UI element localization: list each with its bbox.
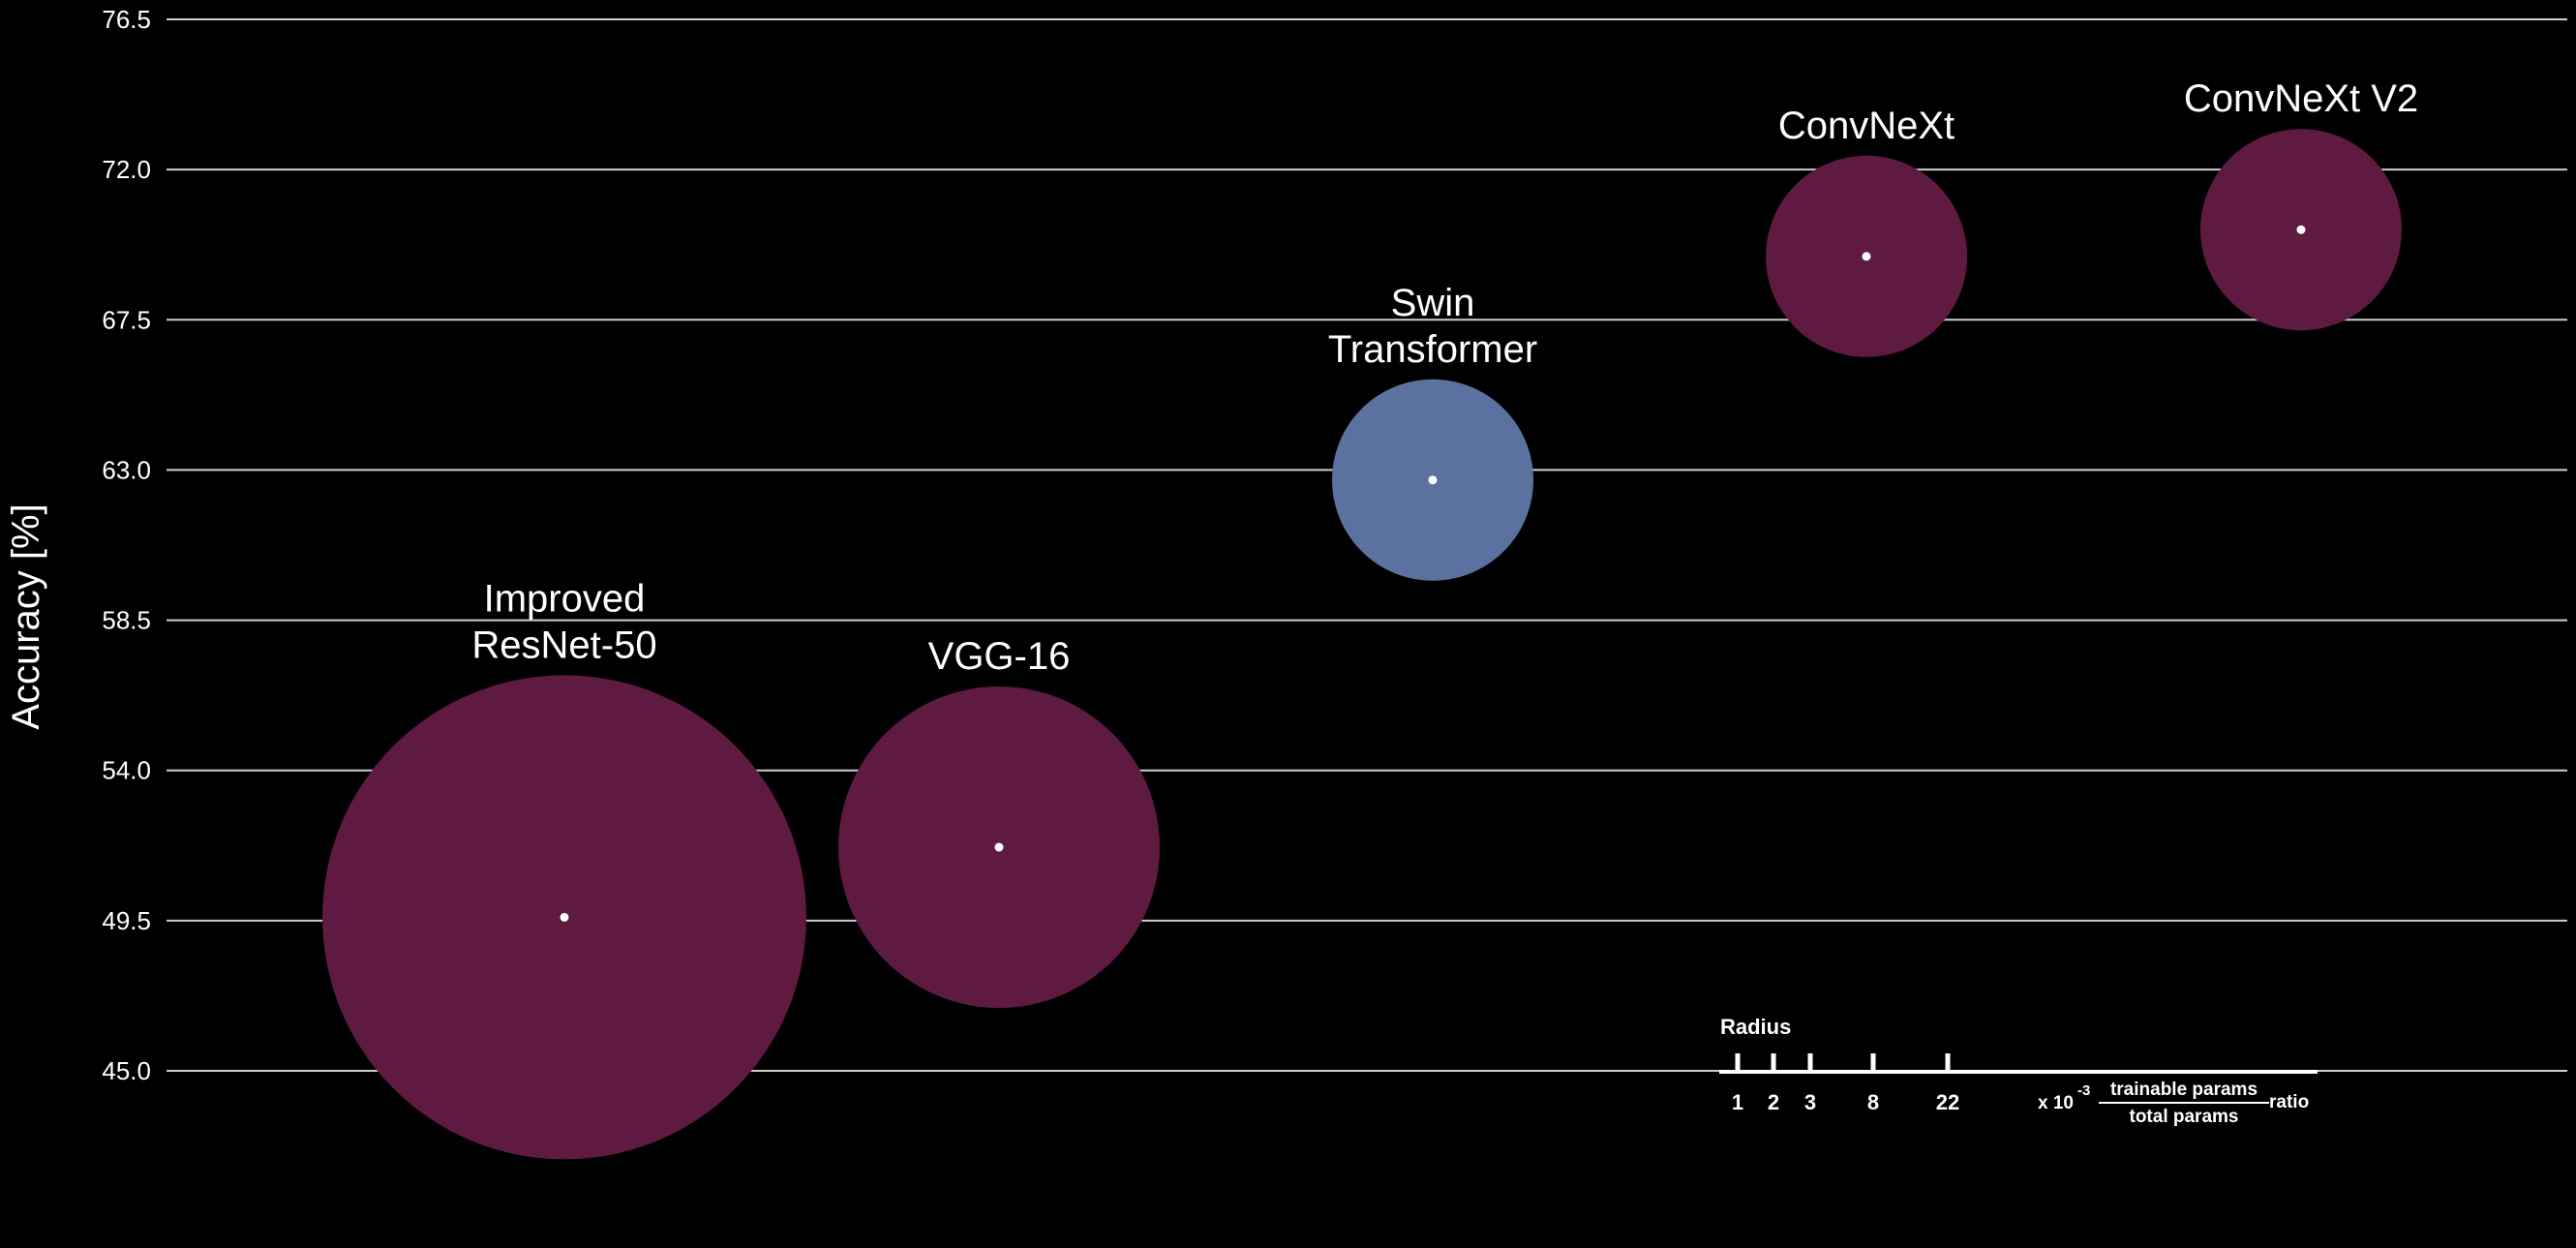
y-tick-label: 67.5 [102, 305, 151, 334]
y-tick-label: 49.5 [102, 906, 151, 935]
bubble-group: ConvNeXt [1766, 105, 1967, 357]
bubble-center-dot [994, 842, 1004, 852]
y-tick-label: 45.0 [102, 1056, 151, 1085]
y-tick-label: 63.0 [102, 455, 151, 484]
bubble-group: VGG-16 [838, 635, 1160, 1009]
y-axis-ticks: 45.0 49.5 54.0 58.5 63.0 67.5 72.0 76.5 [102, 5, 151, 1085]
bubble-center-dot [1428, 475, 1438, 485]
legend-multiplier: x 10 [2038, 1093, 2074, 1113]
legend-tick-label: 3 [1804, 1090, 1816, 1114]
y-tick-label: 54.0 [102, 756, 151, 785]
y-tick-label: 58.5 [102, 606, 151, 635]
legend-formula: x 10 -3 trainable params total params ra… [2038, 1080, 2309, 1127]
bubble-group: ConvNeXt V2 [2184, 77, 2418, 331]
bubble-center-dot [1862, 252, 1871, 261]
legend-tick-label: 8 [1867, 1090, 1879, 1114]
legend-title: Radius [1720, 1015, 1791, 1039]
legend-denominator: total params [2130, 1107, 2239, 1127]
bubble-label: Transformer [1328, 328, 1537, 371]
legend-exponent: -3 [2077, 1082, 2090, 1099]
y-axis-label: Accuracy [%] [5, 503, 47, 729]
radius-legend: Radius 1 2 3 8 22 x 10 -3 trainable params t… [1719, 1015, 2318, 1127]
legend-tick-label: 1 [1732, 1090, 1743, 1114]
y-tick-label: 76.5 [102, 5, 151, 34]
bubble-label: VGG-16 [928, 635, 1071, 678]
legend-numerator: trainable params [2110, 1080, 2258, 1100]
legend-tick-label: 22 [1936, 1090, 1959, 1114]
bubble-center-dot [2296, 225, 2306, 234]
bubble-label: ConvNeXt [1778, 105, 1955, 147]
legend-suffix: ratio [2269, 1092, 2309, 1112]
bubble-label: Improved [484, 577, 646, 620]
legend-tick-label: 2 [1768, 1090, 1779, 1114]
bubble-label: Swin [1391, 282, 1475, 324]
y-tick-label: 72.0 [102, 155, 151, 184]
bubble-center-dot [560, 912, 569, 922]
bubble-label: ConvNeXt V2 [2184, 77, 2418, 120]
bubble-label: ResNet-50 [471, 624, 656, 666]
legend-ticks: 1 2 3 8 22 [1732, 1053, 1959, 1114]
